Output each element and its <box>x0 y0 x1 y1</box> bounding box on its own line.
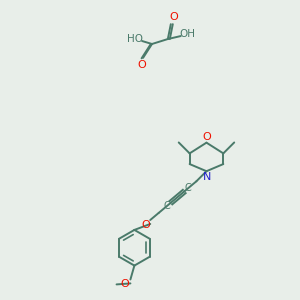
Text: O: O <box>138 60 146 70</box>
Text: N: N <box>203 172 212 182</box>
Text: C: C <box>164 201 170 211</box>
Text: HO: HO <box>127 34 143 44</box>
Text: O: O <box>169 12 178 22</box>
Text: O: O <box>120 279 129 290</box>
Text: O: O <box>141 220 150 230</box>
Text: O: O <box>202 132 211 142</box>
Text: C: C <box>185 182 192 193</box>
Text: OH: OH <box>180 29 196 39</box>
